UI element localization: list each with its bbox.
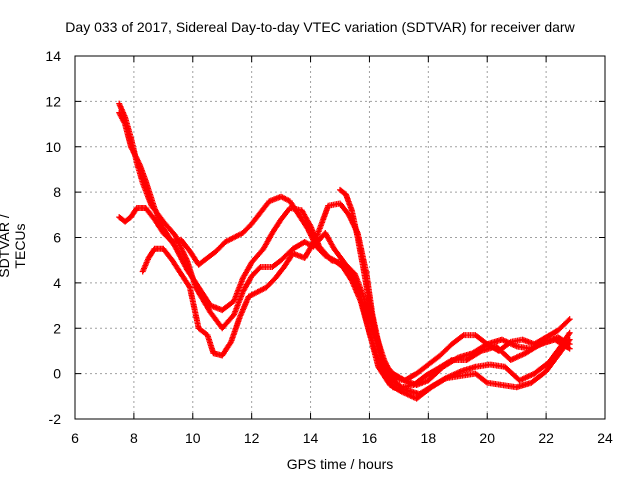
x-axis-label: GPS time / hours [286, 456, 394, 472]
chart-title: Day 033 of 2017, Sidereal Day-to-day VTE… [65, 19, 575, 35]
x-tick-label: 6 [71, 430, 79, 446]
y-tick-label: 8 [53, 184, 61, 200]
y-tick-label: -2 [49, 411, 62, 427]
grid [75, 56, 605, 419]
x-tick-label: 14 [303, 430, 319, 446]
x-tick-label: 8 [130, 430, 138, 446]
y-tick-label: 2 [53, 320, 61, 336]
x-tick-label: 10 [185, 430, 201, 446]
y-tick-label: 0 [53, 366, 61, 382]
series-markers [116, 193, 573, 402]
plot-frame [74, 55, 606, 420]
x-tick-label: 24 [597, 430, 613, 446]
y-tick-label: 12 [45, 93, 61, 109]
series-markers [337, 186, 573, 384]
data-markers [116, 100, 573, 402]
y-tick-label: 14 [45, 48, 61, 64]
x-tick-label: 22 [538, 430, 554, 446]
series-track-4 [116, 193, 573, 402]
y-axis-label: SDTVAR / TECUs [0, 214, 28, 278]
x-tick-label: 12 [244, 430, 260, 446]
x-tick-label: 18 [421, 430, 437, 446]
x-tick-label: 20 [479, 430, 495, 446]
y-tick-label: 4 [53, 275, 61, 291]
series-track-5 [337, 186, 573, 384]
x-tick-label: 16 [362, 430, 378, 446]
y-tick-label: 10 [45, 139, 61, 155]
y-tick-label: 6 [53, 230, 61, 246]
